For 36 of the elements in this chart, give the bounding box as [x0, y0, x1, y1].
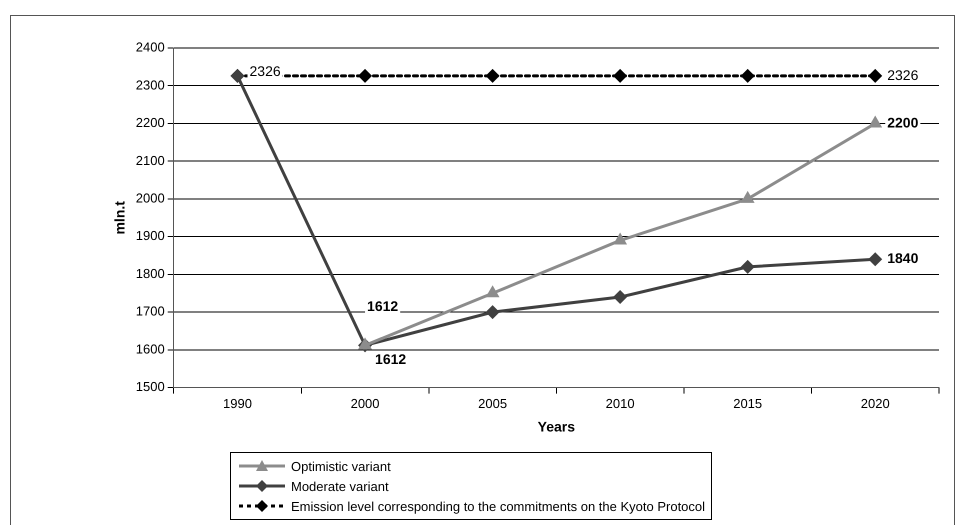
point: [486, 305, 500, 320]
legend-label: Moderate variant: [291, 478, 389, 494]
point: [868, 68, 882, 83]
point: [868, 252, 882, 266]
y-tick-label: 2400: [136, 40, 165, 55]
x-tick-label: 1990: [223, 396, 252, 411]
point: [613, 68, 628, 83]
legend-label: Emission level corresponding to the commitments on the Kyoto Protocol: [291, 498, 706, 514]
legend-label: Optimistic variant: [291, 458, 391, 474]
point: [358, 68, 372, 83]
x-tick-label: 2005: [478, 396, 508, 411]
point: [740, 260, 755, 274]
y-tick-label: 2000: [136, 190, 165, 206]
y-tick-label: 1900: [136, 228, 165, 244]
y-tick-label: 2100: [136, 152, 165, 168]
x-tick-label: 2000: [350, 396, 380, 411]
y-tick-label: 1500: [136, 379, 165, 394]
y-axis-title: mln.t: [111, 200, 128, 235]
point: [486, 68, 500, 83]
data-label: 2200: [887, 114, 919, 130]
point: [740, 68, 755, 83]
y-tick-label: 2300: [136, 77, 165, 92]
y-tick-label: 1700: [136, 304, 165, 319]
x-axis-title: Years: [538, 418, 576, 434]
y-tick-label: 1800: [136, 266, 165, 281]
point: [613, 290, 628, 304]
data-label: 1840: [887, 250, 919, 266]
data-label: 2326: [887, 66, 919, 83]
data-label: 1612: [367, 298, 398, 314]
data-label: 1612: [375, 351, 406, 368]
x-tick-label: 2020: [860, 396, 890, 411]
y-tick-label: 2200: [136, 115, 165, 130]
data-label: 2326: [249, 62, 281, 79]
x-tick-label: 2015: [733, 396, 762, 411]
x-tick-label: 2010: [606, 396, 635, 411]
y-tick-label: 1600: [136, 341, 165, 356]
